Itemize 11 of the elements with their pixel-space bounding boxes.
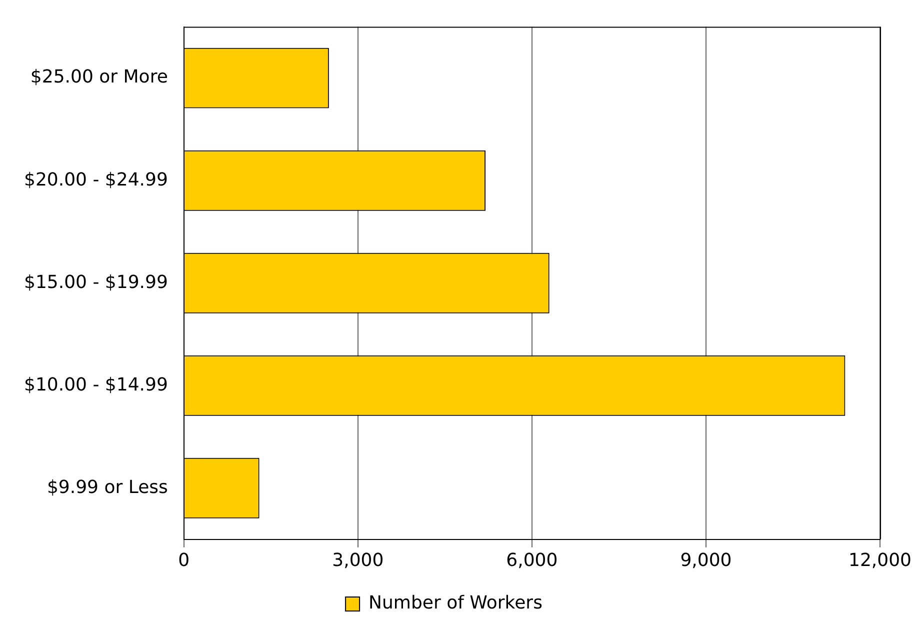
y-tick-label: $20.00 - $24.99 bbox=[24, 169, 168, 190]
y-tick-label: $15.00 - $19.99 bbox=[24, 272, 168, 293]
y-tick-label: $9.99 or Less bbox=[46, 476, 168, 498]
y-tick-label: $10.00 - $14.99 bbox=[24, 374, 168, 396]
legend-label: Number of Workers bbox=[368, 592, 542, 614]
x-tick-label: 12,000 bbox=[848, 550, 912, 571]
x-tick-label: 6,000 bbox=[506, 550, 558, 571]
x-tick-label: 9,000 bbox=[680, 550, 732, 571]
x-tick-label: 3,000 bbox=[332, 550, 384, 571]
y-tick-label: $25.00 or More bbox=[30, 66, 168, 88]
x-tick-label: 0 bbox=[178, 550, 190, 571]
